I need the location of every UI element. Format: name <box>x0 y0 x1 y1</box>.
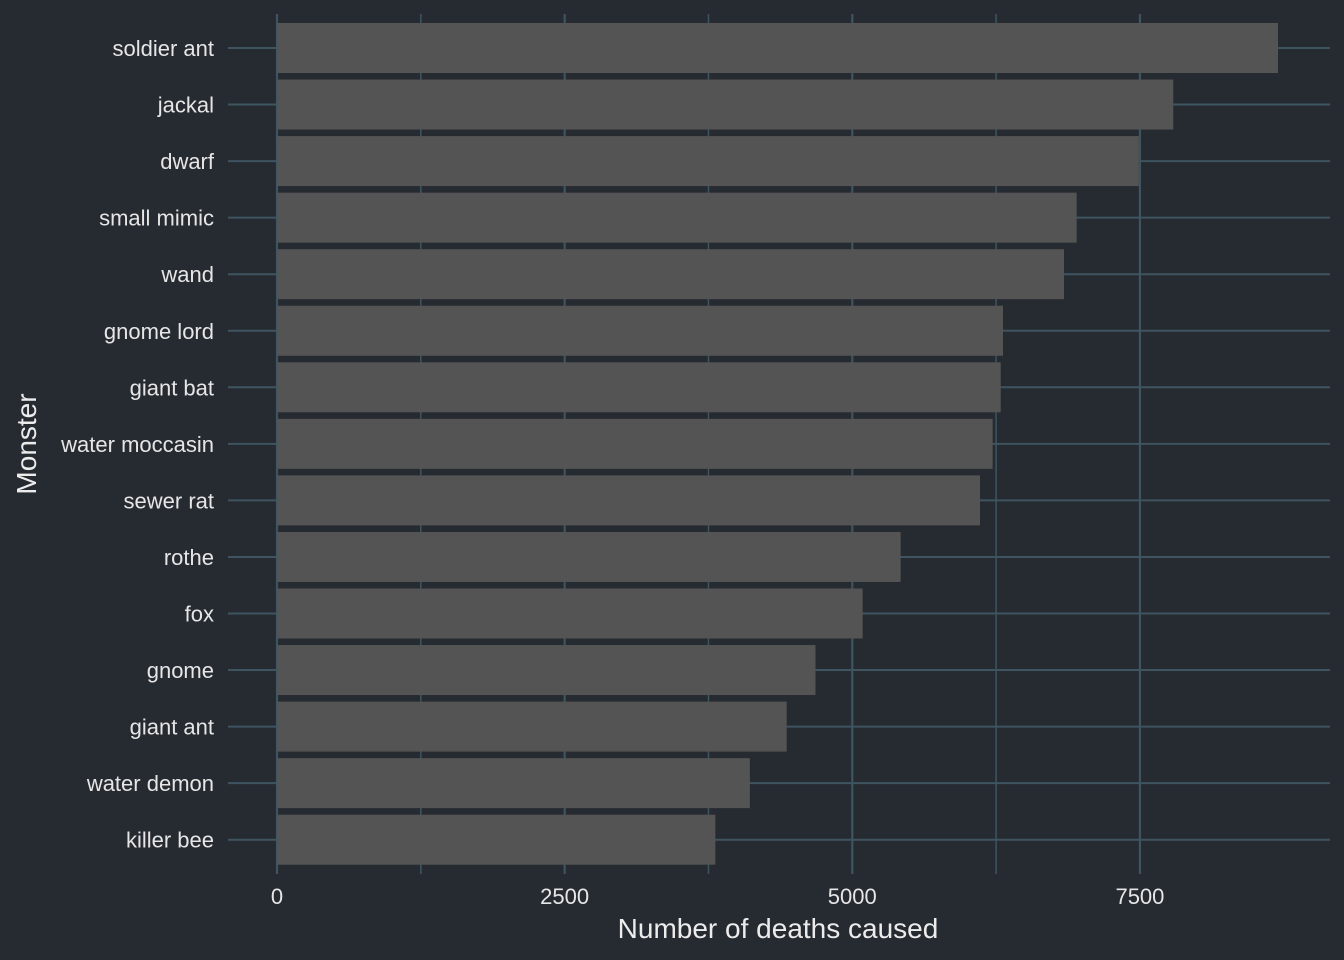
bar <box>277 645 816 696</box>
y-tick-label: wand <box>160 262 214 287</box>
y-tick-label: water moccasin <box>60 432 214 457</box>
x-tick-label: 2500 <box>540 884 589 909</box>
bar <box>277 249 1064 300</box>
y-tick-label: killer bee <box>126 828 214 853</box>
y-tick-label: water demon <box>86 771 214 796</box>
x-axis-title: Number of deaths caused <box>618 913 939 944</box>
y-tick-label: sewer rat <box>124 488 214 513</box>
bar <box>277 814 716 865</box>
bar <box>277 192 1077 243</box>
x-tick-labels: 0 2500 5000 7500 <box>271 884 1165 909</box>
x-tick-label: 7500 <box>1115 884 1164 909</box>
bar <box>277 79 1174 130</box>
y-tick-label: small mimic <box>99 206 214 231</box>
y-tick-label: dwarf <box>160 149 215 174</box>
y-tick-label: gnome <box>147 658 214 683</box>
bar <box>277 531 901 582</box>
y-tick-label: gnome lord <box>104 319 214 344</box>
bar <box>277 701 787 752</box>
bar <box>277 136 1139 187</box>
y-tick-label: giant ant <box>130 715 214 740</box>
bars <box>277 23 1278 865</box>
bar <box>277 418 993 469</box>
y-tick-label: soldier ant <box>112 36 214 61</box>
x-tick-label: 5000 <box>828 884 877 909</box>
bar <box>277 362 1001 413</box>
y-tick-label: fox <box>185 602 214 627</box>
y-tick-labels: soldier ant jackal dwarf small mimic wand gno… <box>60 36 215 853</box>
y-tick-label: rothe <box>164 545 214 570</box>
bar <box>277 475 981 526</box>
bar <box>277 305 1004 356</box>
x-tick-label: 0 <box>271 884 283 909</box>
bar <box>277 23 1278 73</box>
y-axis-title: Monster <box>11 393 42 494</box>
y-tick-label: giant bat <box>130 375 214 400</box>
bar <box>277 758 750 809</box>
y-tick-label: jackal <box>157 93 214 118</box>
bar <box>277 588 863 639</box>
